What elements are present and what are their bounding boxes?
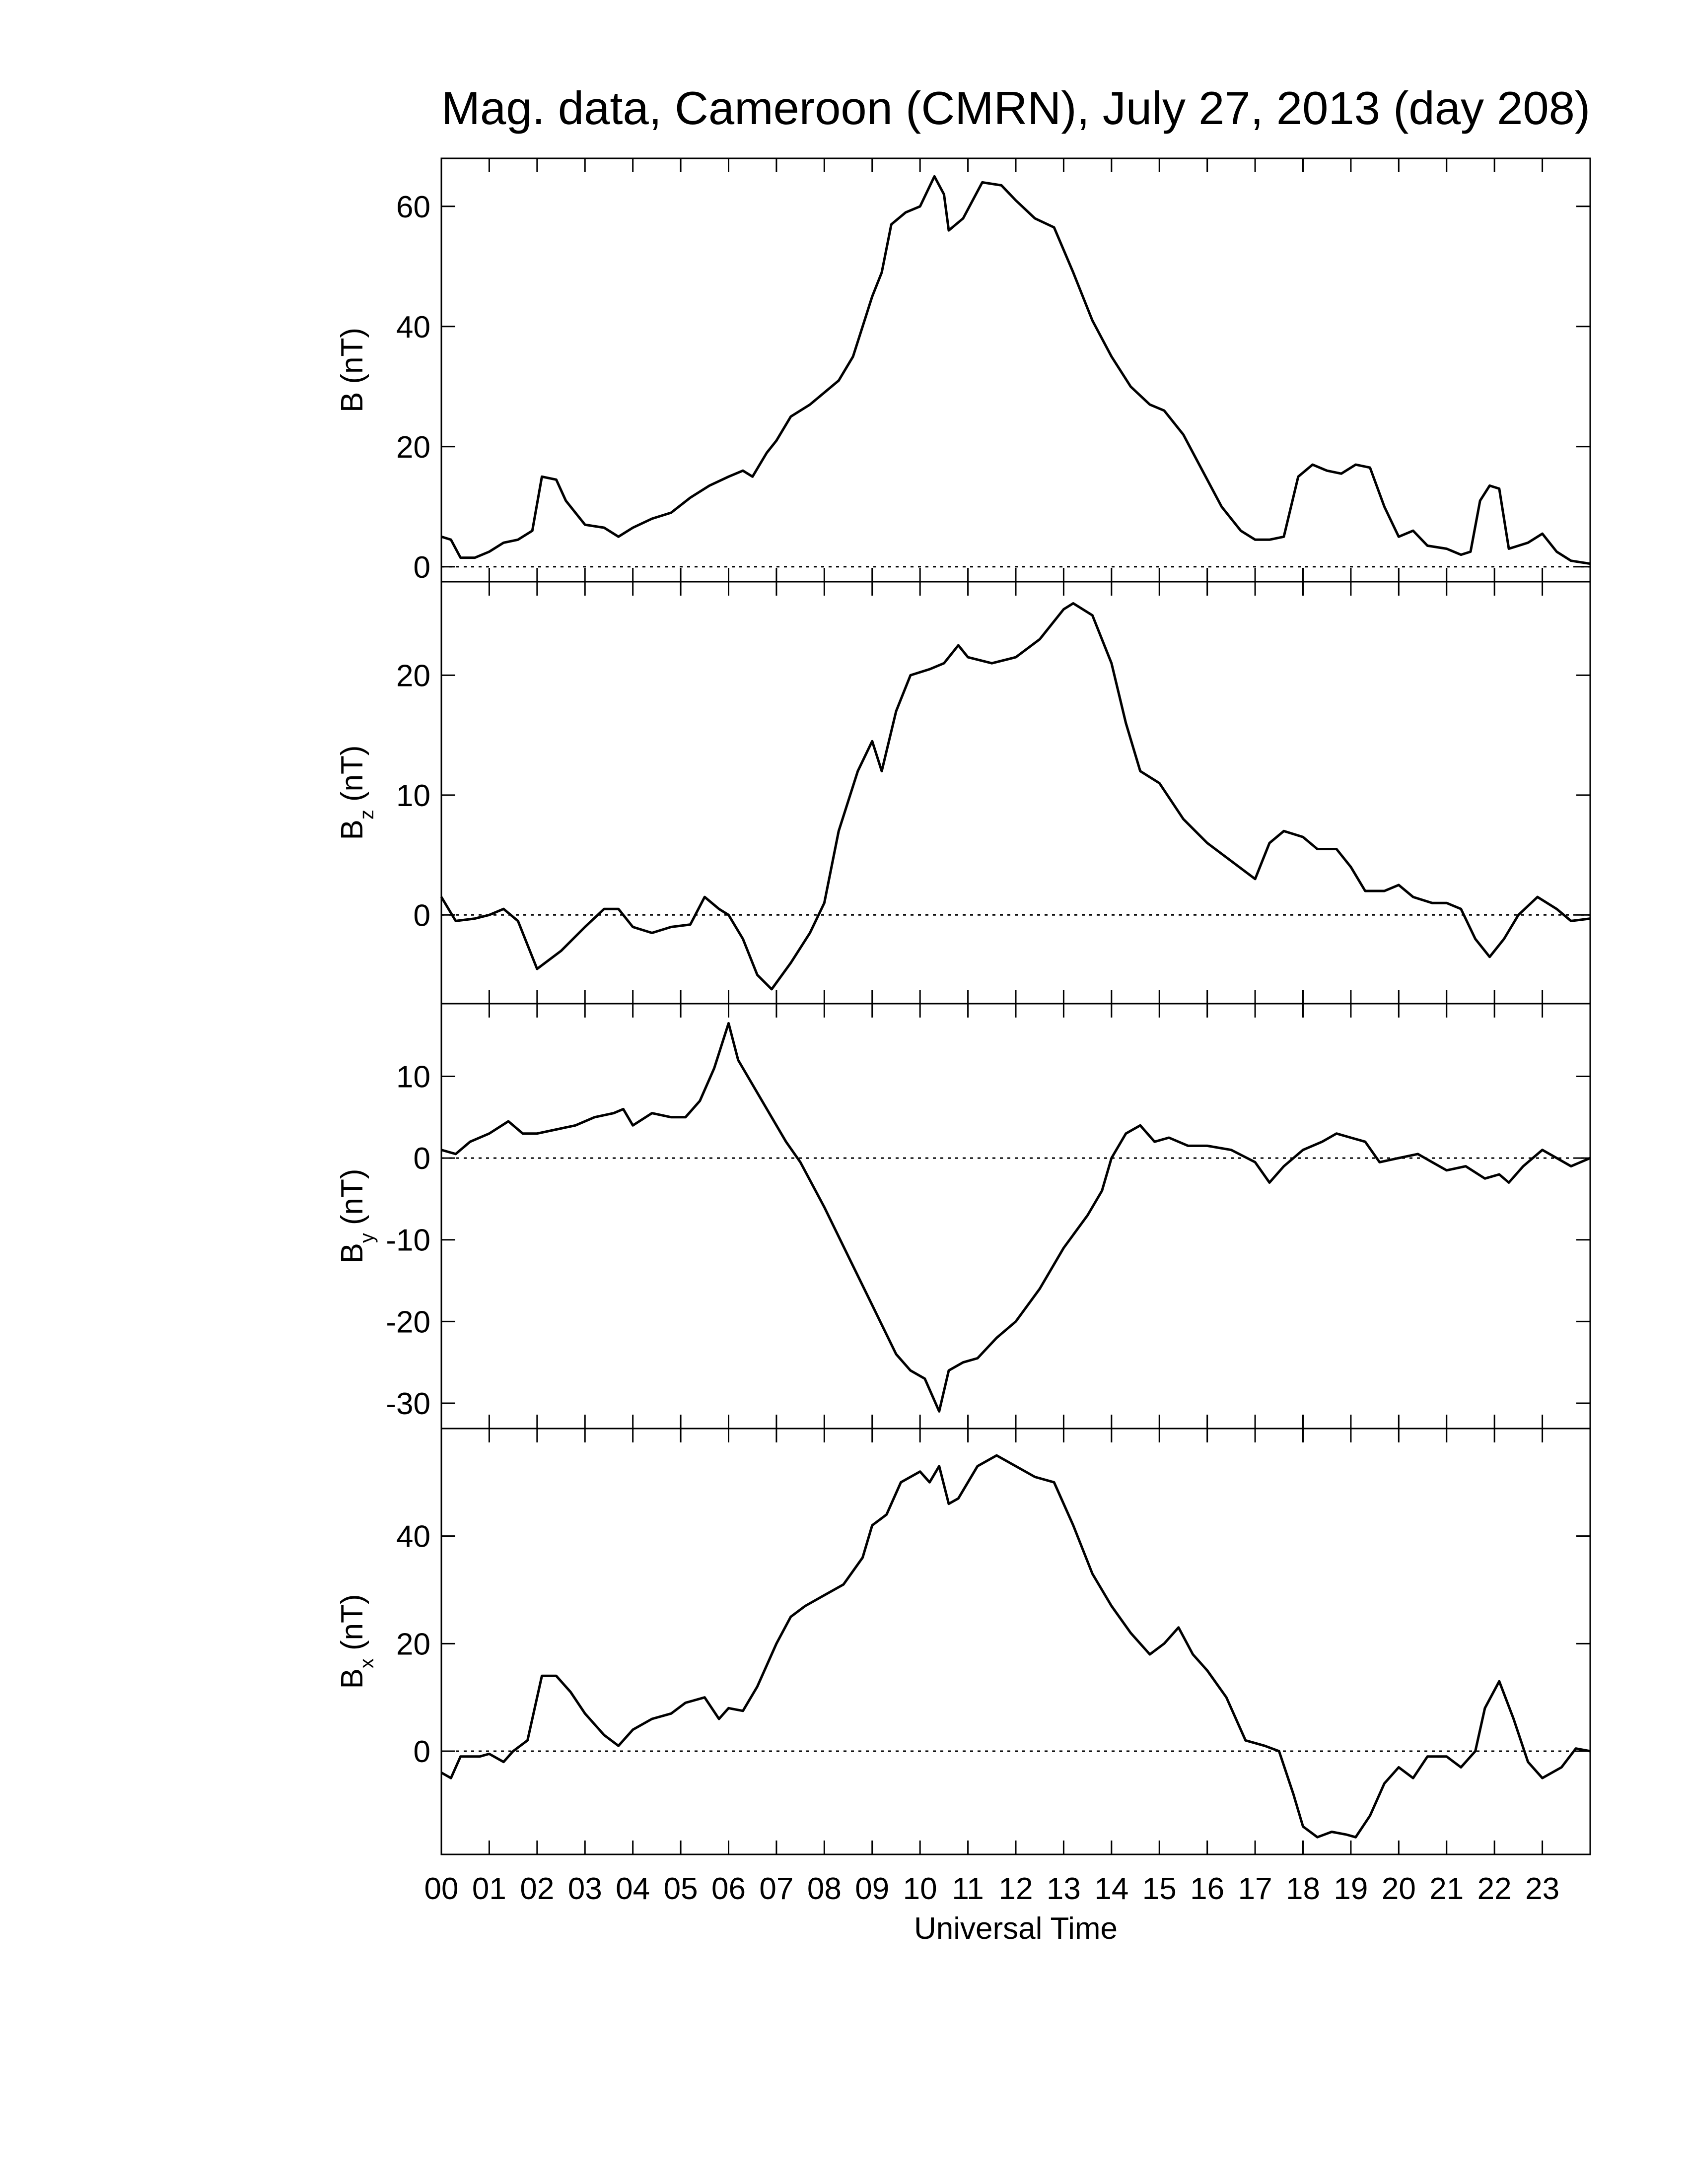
y-axis-label: Bx (nT)	[335, 1594, 378, 1689]
x-tick-label: 21	[1429, 1872, 1464, 1906]
y-label-symbol: B	[335, 819, 369, 840]
x-tick-label: 22	[1477, 1872, 1512, 1906]
data-line	[440, 1454, 1591, 1839]
x-tick-label: 11	[952, 1872, 984, 1906]
x-tick-label: 16	[1190, 1872, 1224, 1906]
x-tick-label: 10	[903, 1872, 937, 1906]
x-tick-label: 18	[1286, 1872, 1320, 1906]
y-label-unit: (nT)	[335, 745, 369, 802]
y-label-subscript: z	[356, 810, 378, 819]
y-label-unit: (nT)	[335, 1168, 369, 1225]
x-tick-label: 05	[664, 1872, 698, 1906]
x-tick-label: 23	[1525, 1872, 1559, 1906]
y-tick-label: 0	[414, 550, 430, 585]
y-tick-label: 60	[396, 190, 430, 224]
y-tick-label: 20	[396, 430, 430, 465]
y-label-unit: (nT)	[335, 328, 369, 384]
y-tick-label: -30	[386, 1387, 430, 1421]
x-tick-label: 07	[759, 1872, 793, 1906]
y-label-subscript: x	[356, 1658, 378, 1668]
x-tick-label: 19	[1334, 1872, 1368, 1906]
y-tick-label: 0	[414, 1142, 430, 1176]
y-axis-label: B (nT)	[335, 328, 369, 412]
y-label-subscript: y	[356, 1233, 378, 1243]
y-tick-label: 40	[396, 1520, 430, 1554]
y-tick-label: -10	[386, 1224, 430, 1258]
x-tick-label: 04	[616, 1872, 650, 1906]
y-tick-label: 10	[396, 779, 430, 813]
x-tick-label: 09	[855, 1872, 889, 1906]
y-tick-label: 0	[414, 898, 430, 933]
x-tick-label: 06	[711, 1872, 746, 1906]
y-tick-label: 0	[414, 1735, 430, 1769]
x-tick-label: 01	[472, 1872, 506, 1906]
y-label-symbol: B	[335, 1668, 369, 1689]
y-label-symbol: B	[335, 1243, 369, 1263]
x-axis-label: Universal Time	[914, 1911, 1118, 1946]
y-axis-label: Bz (nT)	[335, 745, 378, 840]
y-label-symbol: B	[335, 392, 369, 412]
x-tick-label: 02	[520, 1872, 554, 1906]
y-axis-label: By (nT)	[335, 1168, 378, 1263]
x-tick-label: 14	[1094, 1872, 1128, 1906]
x-tick-label: 08	[807, 1872, 842, 1906]
y-tick-label: 40	[396, 310, 430, 344]
x-tick-label: 00	[424, 1872, 459, 1906]
x-tick-label: 15	[1142, 1872, 1177, 1906]
data-line	[441, 1022, 1591, 1413]
y-tick-label: 10	[396, 1060, 430, 1094]
chart-title: Mag. data, Cameroon (CMRN), July 27, 201…	[441, 82, 1590, 134]
y-tick-label: -20	[386, 1305, 430, 1339]
data-line	[440, 602, 1591, 991]
y-label-unit: (nT)	[335, 1594, 369, 1650]
x-tick-label: 13	[1047, 1872, 1081, 1906]
x-tick-label: 03	[568, 1872, 602, 1906]
x-tick-label: 17	[1238, 1872, 1272, 1906]
x-tick-label: 20	[1382, 1872, 1416, 1906]
y-tick-label: 20	[396, 1627, 430, 1661]
y-tick-label: 20	[396, 659, 430, 693]
data-line	[441, 175, 1591, 565]
x-tick-label: 12	[999, 1872, 1033, 1906]
